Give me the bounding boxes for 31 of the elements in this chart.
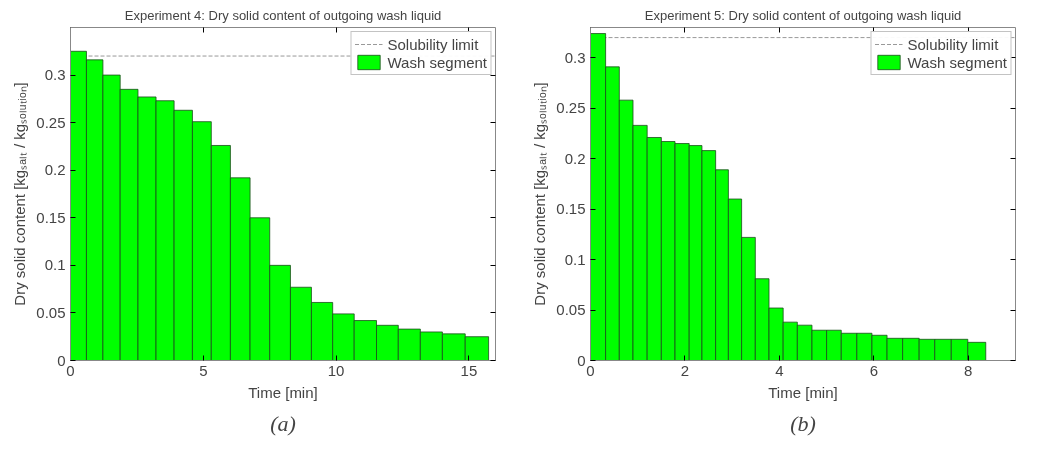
y-tick-label: 0.25: [556, 99, 586, 117]
legend-label: Wash segment: [907, 53, 1007, 71]
y-axis-title: Dry solid content [kgₛₐₗₜ / kgₛₒₗᵤₜᵢₒₙ]: [531, 82, 549, 306]
y-tick-label: 0.2: [564, 149, 586, 167]
y-tick-label: 0.05: [556, 301, 586, 319]
chart-title: Experiment 5: Dry solid content of outgoing wash liquid: [644, 7, 962, 23]
y-tick-label: 0.25: [36, 113, 66, 131]
y-tick-label: 0.3: [44, 66, 66, 84]
x-tick-label: 2: [680, 361, 690, 379]
y-tick-label: 0.1: [564, 250, 586, 268]
y-axis-title: Dry solid content [kgₛₐₗₜ / kgₛₒₗᵤₜᵢₒₙ]: [11, 82, 29, 306]
x-tick-label: 4: [775, 361, 784, 379]
y-tick-label: 0.3: [564, 48, 586, 66]
ref-line-label: Solubility limit: [907, 35, 999, 53]
x-tick-label: 8: [964, 361, 973, 379]
x-tick-label: 6: [869, 361, 879, 379]
text: (b): [790, 410, 816, 436]
x-axis-title: Time [min]: [248, 383, 318, 401]
y-tick-label: 0.1: [44, 256, 66, 274]
x-tick-label: 5: [199, 361, 208, 379]
text: (a): [270, 410, 296, 436]
x-tick-label: 15: [460, 361, 478, 379]
x-tick-label: 10: [327, 361, 345, 379]
legend-label: Wash segment: [387, 53, 487, 71]
y-tick-label: 0.15: [36, 208, 66, 226]
ref-line-label: Solubility limit: [387, 35, 479, 53]
y-tick-label: 0.2: [44, 161, 66, 179]
chart-title: Experiment 4: Dry solid content of outgoing wash liquid: [124, 7, 442, 23]
x-axis-title: Time [min]: [768, 383, 838, 401]
y-tick-label: 0.05: [36, 303, 66, 321]
y-tick-label: 0.15: [556, 200, 586, 218]
